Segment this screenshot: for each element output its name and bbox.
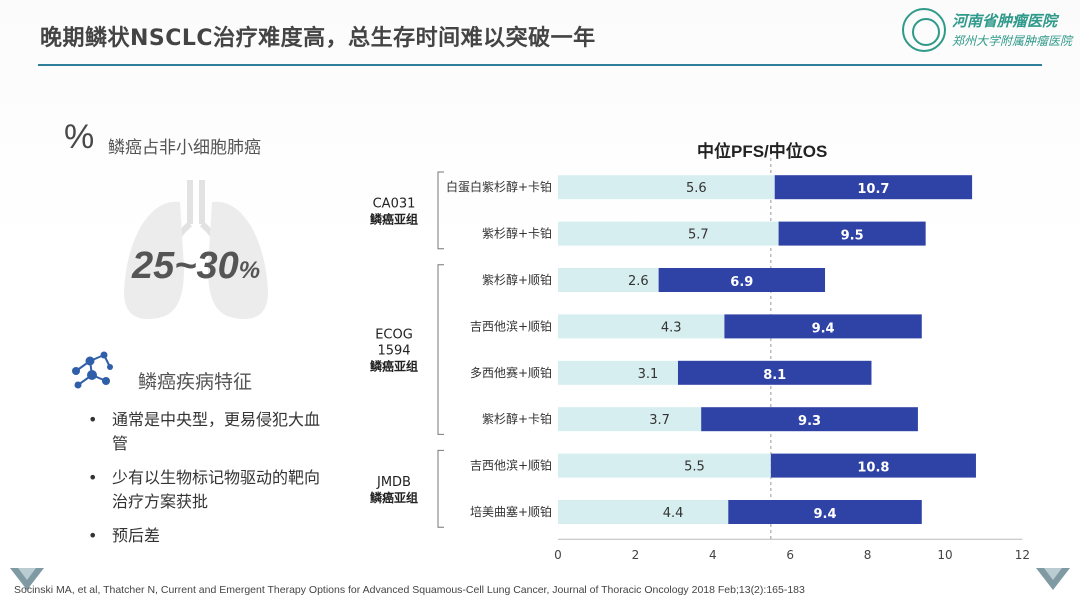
hospital-name: 河南省肿瘤医院 xyxy=(952,12,1058,30)
list-item: 少有以生物标记物驱动的靶向治疗方案获批 xyxy=(88,466,328,514)
group-label: 鳞癌亚组 xyxy=(370,211,418,226)
os-bar xyxy=(774,175,973,200)
pfs-bar xyxy=(558,453,771,478)
hospital-seal-icon xyxy=(902,8,946,52)
chart-title: 中位PFS/中位OS xyxy=(697,142,828,161)
x-tick-label: 8 xyxy=(864,548,872,562)
os-bar xyxy=(728,500,922,524)
pfs-bar xyxy=(558,360,678,385)
lungs-icon xyxy=(124,180,268,319)
hospital-subname: 郑州大学附属肿瘤医院 xyxy=(952,34,1073,48)
features-list: 通常是中央型，更易侵犯大血管 少有以生物标记物驱动的靶向治疗方案获批 预后差 xyxy=(88,408,328,558)
x-tick-label: 6 xyxy=(786,548,794,562)
pfs-bar xyxy=(558,314,725,339)
pfs-value-label: 4.4 xyxy=(663,506,684,521)
citation: Socinski MA, et al, Thatcher N, Current … xyxy=(14,584,805,596)
category-label: 白蛋白紫杉醇+卡铂 xyxy=(446,179,552,194)
list-item: 通常是中央型，更易侵犯大血管 xyxy=(88,408,328,456)
category-label: 培美曲塞+顺铂 xyxy=(470,504,552,519)
category-label: 紫杉醇+顺铂 xyxy=(482,272,552,287)
category-label: 多西他赛+顺铂 xyxy=(470,365,552,380)
os-bar xyxy=(677,360,872,385)
pfs-value-label: 5.5 xyxy=(684,460,705,475)
group-bracket xyxy=(437,171,444,250)
os-value-label: 9.5 xyxy=(841,229,864,244)
os-bar xyxy=(701,407,918,432)
os-bar xyxy=(724,314,922,339)
group-label: 鳞癌亚组 xyxy=(370,359,418,374)
group-label: JMDB xyxy=(376,475,411,490)
x-tick-label: 4 xyxy=(709,548,717,562)
list-item: 预后差 xyxy=(88,524,328,548)
os-bar xyxy=(770,453,976,478)
group-bracket xyxy=(437,264,444,435)
molecule-icon xyxy=(72,351,113,389)
pfs-bar xyxy=(558,407,702,432)
os-value-label: 10.8 xyxy=(857,461,889,476)
os-value-label: 6.9 xyxy=(730,275,753,290)
x-tick-label: 12 xyxy=(1015,548,1030,562)
x-tick-label: 10 xyxy=(937,548,952,562)
pfs-value-label: 2.6 xyxy=(628,274,649,289)
stat-label: 鳞癌占非小细胞肺癌 xyxy=(108,138,261,158)
os-value-label: 8.1 xyxy=(763,368,786,383)
prev-slide-icon[interactable] xyxy=(8,566,46,592)
group-bracket xyxy=(437,449,444,528)
category-label: 吉西他滨+顺铂 xyxy=(470,458,552,473)
pfs-bar xyxy=(558,500,729,524)
percent-icon: % xyxy=(64,118,95,156)
os-value-label: 9.3 xyxy=(798,414,821,429)
group-label: CA031 xyxy=(373,196,416,211)
title-divider xyxy=(38,64,1042,66)
pfs-value-label: 5.6 xyxy=(686,181,707,196)
group-label: 1594 xyxy=(377,344,410,359)
pfs-value-label: 4.3 xyxy=(661,320,682,335)
pfs-value-label: 3.7 xyxy=(649,413,670,428)
os-bar xyxy=(778,221,926,246)
pfs-bar xyxy=(558,221,779,246)
features-title: 鳞癌疾病特征 xyxy=(138,371,253,393)
os-value-label: 9.4 xyxy=(812,321,835,336)
stat-number: 25~30 xyxy=(132,245,239,287)
os-value-label: 9.4 xyxy=(814,507,837,522)
next-slide-icon[interactable] xyxy=(1034,566,1072,592)
group-label: ECOG xyxy=(375,328,413,343)
hospital-logo: 河南省肿瘤医院 郑州大学附属肿瘤医院 xyxy=(902,6,1072,54)
stat-unit: % xyxy=(238,257,261,284)
pfs-bar xyxy=(558,175,775,200)
pfs-value-label: 5.7 xyxy=(688,228,709,243)
pfs-bar xyxy=(558,268,659,292)
slide-title: 晚期鳞状NSCLC治疗难度高，总生存时间难以突破一年 xyxy=(40,26,596,51)
pfs-value-label: 3.1 xyxy=(638,367,659,382)
os-bar xyxy=(658,268,826,292)
group-label: 鳞癌亚组 xyxy=(370,490,418,505)
category-label: 吉西他滨+顺铂 xyxy=(470,318,552,333)
category-label: 紫杉醇+卡铂 xyxy=(482,411,552,426)
x-tick-label: 0 xyxy=(554,548,562,562)
stat-value: 25~30% xyxy=(132,245,260,288)
x-tick-label: 2 xyxy=(632,548,640,562)
category-label: 紫杉醇+卡铂 xyxy=(482,226,552,241)
os-value-label: 10.7 xyxy=(857,182,889,197)
